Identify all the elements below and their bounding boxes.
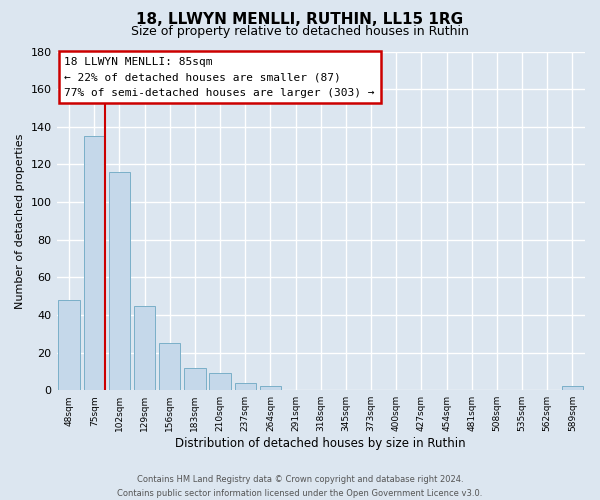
Text: Size of property relative to detached houses in Ruthin: Size of property relative to detached ho… [131, 25, 469, 38]
Y-axis label: Number of detached properties: Number of detached properties [15, 133, 25, 308]
Text: 18 LLWYN MENLLI: 85sqm
← 22% of detached houses are smaller (87)
77% of semi-det: 18 LLWYN MENLLI: 85sqm ← 22% of detached… [64, 56, 375, 98]
Bar [184, 368, 206, 390]
Bar [235, 382, 256, 390]
Bar [209, 374, 231, 390]
Text: 18, LLWYN MENLLI, RUTHIN, LL15 1RG: 18, LLWYN MENLLI, RUTHIN, LL15 1RG [136, 12, 464, 28]
Bar [260, 386, 281, 390]
Bar [58, 300, 80, 390]
Bar [109, 172, 130, 390]
Bar [159, 343, 181, 390]
Bar [134, 306, 155, 390]
Text: Contains HM Land Registry data © Crown copyright and database right 2024.
Contai: Contains HM Land Registry data © Crown c… [118, 476, 482, 498]
Bar [83, 136, 105, 390]
X-axis label: Distribution of detached houses by size in Ruthin: Distribution of detached houses by size … [175, 437, 466, 450]
Bar [562, 386, 583, 390]
